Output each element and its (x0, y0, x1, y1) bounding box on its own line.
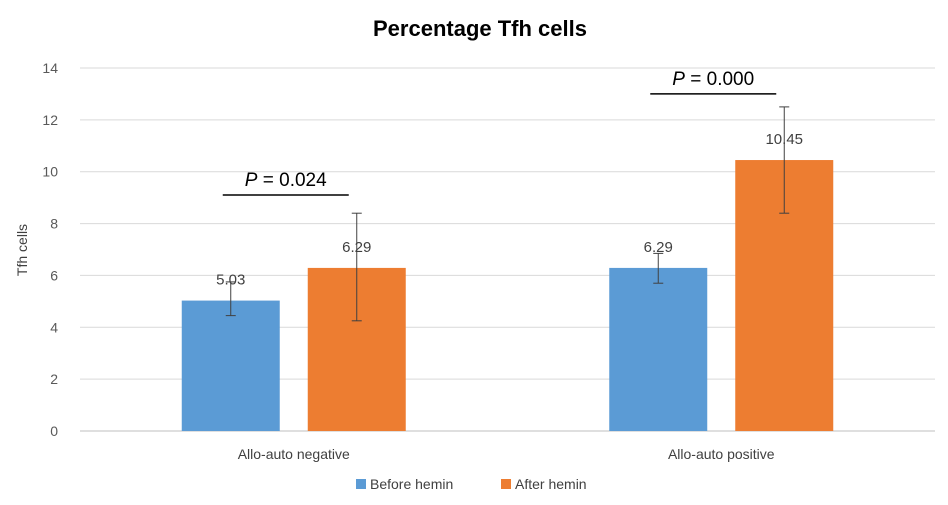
category-label: Allo-auto positive (668, 446, 775, 462)
p-symbol: P (245, 170, 258, 191)
p-value-label: P = 0.024 (245, 170, 327, 191)
bars (181, 160, 834, 431)
category-label: Allo-auto negative (238, 446, 350, 462)
error-bars (225, 106, 790, 322)
bar-before-0 (181, 300, 280, 431)
p-symbol: P (672, 69, 685, 90)
legend: Before hemin After hemin (356, 476, 587, 492)
bar-before-1 (609, 267, 708, 431)
y-tick-label: 10 (42, 164, 58, 180)
p-value-text: = 0.024 (257, 170, 327, 191)
chart-title: Percentage Tfh cells (373, 16, 587, 41)
category-labels: Allo-auto negative Allo-auto positive (238, 446, 775, 462)
data-label: 10.45 (765, 131, 803, 148)
y-axis-label: Tfh cells (14, 224, 30, 276)
y-tick-label: 14 (42, 60, 58, 76)
y-tick-label: 6 (50, 267, 58, 283)
data-labels: 5.03 6.29 6.29 10.45 (216, 131, 803, 289)
legend-swatch-before (356, 479, 366, 489)
y-tick-labels: 0 2 4 6 8 10 12 14 (42, 60, 58, 439)
y-tick-label: 8 (50, 216, 58, 232)
legend-swatch-after (501, 479, 511, 489)
y-tick-label: 12 (42, 112, 58, 128)
data-label: 5.03 (216, 272, 245, 289)
data-label: 6.29 (342, 239, 371, 256)
data-label: 6.29 (644, 239, 673, 256)
p-value-label: P = 0.000 (672, 69, 754, 90)
y-tick-label: 4 (50, 319, 58, 335)
legend-label: After hemin (515, 476, 587, 492)
legend-label: Before hemin (370, 476, 453, 492)
y-tick-label: 0 (50, 423, 58, 439)
p-value-text: = 0.000 (685, 69, 754, 90)
y-tick-label: 2 (50, 371, 58, 387)
